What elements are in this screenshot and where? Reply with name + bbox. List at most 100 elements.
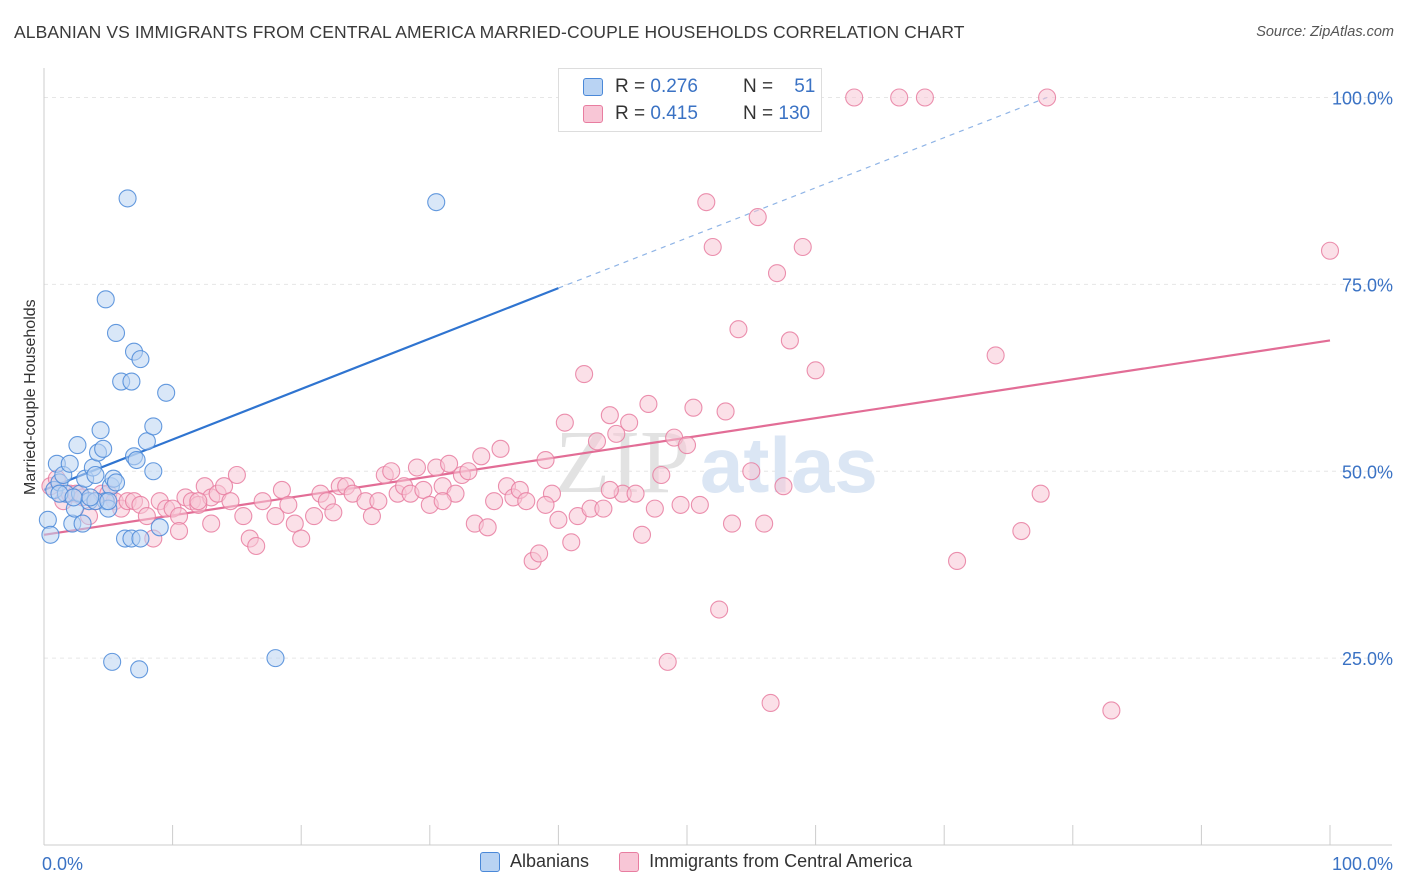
legend-row-central-america: R = 0.415 N = 130: [583, 101, 810, 127]
point-albanians: [157, 383, 176, 402]
point-albanians: [144, 462, 163, 481]
point-central-america: [780, 331, 799, 350]
point-central-america: [1031, 484, 1050, 503]
point-central-america: [697, 193, 716, 212]
point-central-america: [645, 499, 664, 518]
y-tick-label: 100.0%: [1332, 89, 1393, 109]
point-central-america: [722, 514, 742, 533]
point-central-america: [362, 507, 381, 526]
point-central-america: [169, 521, 189, 541]
point-central-america: [1012, 521, 1031, 541]
point-albanians: [73, 514, 92, 533]
point-central-america: [632, 525, 652, 544]
point-central-america: [414, 480, 433, 499]
point-central-america: [620, 413, 639, 432]
point-albanians: [60, 454, 79, 473]
point-central-america: [562, 533, 581, 552]
point-central-america: [716, 402, 735, 421]
source-label: Source: ZipAtlas.com: [1256, 24, 1394, 40]
point-central-america: [742, 462, 761, 481]
point-central-america: [806, 361, 825, 380]
point-albanians: [130, 660, 149, 679]
point-central-america: [247, 536, 266, 556]
point-central-america: [137, 507, 156, 526]
point-central-america: [677, 436, 697, 455]
point-central-america: [517, 492, 536, 511]
point-albanians: [118, 189, 137, 208]
legend-n-label: N =: [743, 103, 774, 124]
point-central-america: [684, 398, 703, 417]
point-central-america: [594, 499, 613, 518]
legend-swatch-central-america: [583, 105, 603, 123]
point-central-america: [1038, 88, 1057, 107]
point-albanians: [131, 529, 150, 548]
point-central-america: [755, 514, 774, 533]
point-albanians: [38, 510, 57, 529]
point-albanians: [131, 350, 150, 369]
point-central-america: [285, 514, 304, 533]
watermark: ZIP atlas: [555, 413, 878, 512]
x-tick-label: 0.0%: [42, 854, 83, 874]
point-central-america: [575, 365, 594, 384]
point-albanians: [137, 432, 156, 451]
point-central-america: [478, 518, 497, 537]
legend-r-label: R =: [615, 103, 646, 124]
point-albanians: [106, 323, 126, 343]
point-central-america: [324, 503, 343, 522]
point-central-america: [266, 507, 285, 526]
point-central-america: [948, 551, 967, 571]
point-central-america: [536, 450, 555, 470]
point-albanians: [150, 518, 169, 537]
point-central-america: [986, 346, 1005, 365]
legend-r-label: R =: [615, 76, 646, 97]
point-albanians: [68, 436, 87, 455]
point-central-america: [433, 492, 452, 511]
legend-n-value-central-america: 130: [778, 103, 811, 124]
point-central-america: [658, 652, 677, 671]
tick-labels: 100.0% 75.0% 50.0% 25.0% 0.0% 100.0%: [42, 89, 1393, 875]
point-central-america: [748, 208, 767, 227]
point-central-america: [1320, 241, 1340, 260]
point-central-america: [774, 477, 793, 496]
bottom-legend-albanians: Albanians: [480, 851, 589, 872]
point-central-america: [536, 495, 555, 514]
point-albanians: [127, 450, 146, 470]
point-central-america: [279, 495, 298, 514]
point-central-america: [690, 495, 709, 514]
chart-title: ALBANIAN VS IMMIGRANTS FROM CENTRAL AMER…: [14, 22, 965, 42]
point-central-america: [890, 88, 909, 107]
point-albanians: [99, 492, 118, 511]
point-central-america: [652, 465, 671, 485]
point-albanians: [41, 525, 60, 544]
y-tick-label: 75.0%: [1342, 275, 1393, 295]
point-central-america: [369, 492, 388, 511]
bottom-legend-swatch-central-america: [619, 851, 640, 872]
point-central-america: [600, 480, 619, 499]
point-central-america: [407, 458, 426, 477]
point-central-america: [485, 492, 504, 511]
point-central-america: [292, 529, 311, 548]
bottom-legend-label-central-america: Immigrants from Central America: [649, 851, 913, 871]
trend-line-extension-0: [558, 96, 1048, 289]
point-albanians: [266, 649, 285, 668]
bottom-legend: Albanians Immigrants from Central Americ…: [480, 851, 942, 872]
point-central-america: [639, 394, 658, 414]
point-central-america: [626, 484, 645, 503]
data-points: [38, 88, 1340, 720]
point-central-america: [761, 693, 780, 713]
point-central-america: [221, 492, 240, 511]
point-central-america: [600, 406, 619, 425]
point-central-america: [214, 477, 234, 496]
legend-swatch-albanians: [583, 78, 603, 96]
legend-r-value-central-america: 0.415: [650, 103, 698, 124]
point-albanians: [144, 417, 163, 436]
legend-r-value-albanians: 0.276: [650, 76, 698, 97]
point-albanians: [122, 372, 141, 391]
point-central-america: [491, 439, 510, 458]
point-central-america: [767, 264, 787, 283]
legend-n-value-albanians: 51: [794, 76, 816, 97]
point-central-america: [305, 507, 324, 526]
point-central-america: [227, 465, 246, 485]
legend: R = 0.276 N = 51 R = 0.415 N = 130: [558, 68, 822, 132]
